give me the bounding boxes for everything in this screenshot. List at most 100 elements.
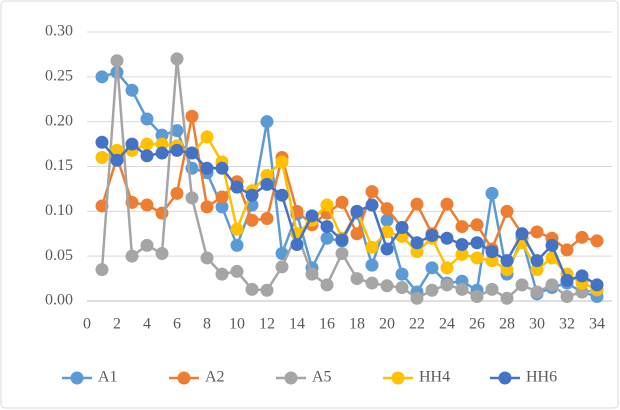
legend-swatch-marker: [70, 371, 84, 385]
legend-swatch-marker: [284, 371, 298, 385]
data-point: [500, 263, 514, 277]
y-tick-label: 0.30: [45, 23, 73, 40]
x-tick-label: 30: [529, 316, 545, 333]
x-tick-label: 22: [409, 316, 425, 333]
y-tick-label: 0.25: [45, 68, 73, 85]
data-point: [110, 54, 124, 68]
data-point: [455, 220, 469, 234]
data-point: [590, 278, 604, 292]
x-tick-label: 8: [203, 316, 211, 333]
x-tick-label: 18: [349, 316, 365, 333]
data-point: [275, 155, 289, 169]
data-point: [215, 190, 229, 204]
data-point: [500, 254, 514, 268]
data-point: [230, 180, 244, 194]
data-point: [410, 291, 424, 305]
data-point: [155, 137, 169, 151]
data-point: [485, 254, 499, 268]
data-point: [170, 143, 184, 157]
data-point: [335, 246, 349, 260]
data-point: [95, 135, 109, 149]
legend-label: A5: [312, 369, 332, 386]
data-point: [440, 231, 454, 245]
data-point: [170, 52, 184, 66]
data-point: [395, 220, 409, 234]
data-point: [290, 238, 304, 252]
data-point: [365, 258, 379, 272]
data-point: [140, 198, 154, 212]
data-point: [200, 251, 214, 265]
x-tick-label: 34: [589, 316, 605, 333]
data-point: [380, 213, 394, 227]
data-point: [530, 285, 544, 299]
data-point: [350, 227, 364, 241]
data-point: [575, 269, 589, 283]
data-point: [260, 177, 274, 191]
data-point: [455, 238, 469, 252]
data-point: [140, 149, 154, 163]
data-point: [530, 254, 544, 268]
data-point: [470, 251, 484, 265]
data-point: [335, 233, 349, 247]
x-tick-label: 14: [289, 316, 305, 333]
data-point: [485, 282, 499, 296]
data-point: [155, 246, 169, 260]
data-point: [560, 290, 574, 304]
x-tick-label: 20: [379, 316, 395, 333]
data-point: [500, 204, 514, 218]
data-point: [575, 230, 589, 244]
y-tick-label: 0.00: [45, 292, 73, 309]
legend-label: HH6: [526, 369, 557, 386]
data-point: [170, 124, 184, 138]
data-point: [185, 191, 199, 205]
data-point: [380, 279, 394, 293]
y-tick-label: 0.05: [45, 247, 73, 264]
x-tick-label: 2: [113, 316, 121, 333]
data-point: [320, 278, 334, 292]
data-point: [215, 200, 229, 214]
data-point: [335, 195, 349, 209]
data-point: [410, 197, 424, 211]
data-point: [590, 234, 604, 248]
x-tick-label: 12: [259, 316, 275, 333]
data-point: [215, 161, 229, 175]
x-tick-label: 16: [319, 316, 335, 333]
y-tick-label: 0.15: [45, 157, 73, 174]
y-tick-label: 0.20: [45, 112, 73, 129]
data-point: [470, 236, 484, 250]
x-tick-label: 4: [143, 316, 151, 333]
legend-swatch-marker: [177, 371, 191, 385]
data-point: [140, 112, 154, 126]
data-point: [215, 267, 229, 281]
data-point: [560, 273, 574, 287]
data-point: [245, 282, 259, 296]
data-point: [410, 236, 424, 250]
data-point: [380, 242, 394, 256]
data-point: [440, 261, 454, 275]
data-point: [455, 282, 469, 296]
data-point: [395, 267, 409, 281]
data-point: [365, 276, 379, 290]
data-point: [395, 281, 409, 295]
data-point: [545, 238, 559, 252]
x-tick-label: 6: [173, 316, 181, 333]
series-line: [100, 58, 598, 300]
data-point: [110, 143, 124, 157]
data-point: [530, 225, 544, 239]
legend-label: A2: [205, 369, 225, 386]
data-point: [305, 209, 319, 223]
data-point: [575, 285, 589, 299]
data-point: [170, 186, 184, 200]
data-point: [515, 278, 529, 292]
data-point: [515, 227, 529, 241]
data-point: [410, 245, 424, 259]
data-point: [230, 238, 244, 252]
data-point: [425, 283, 439, 297]
data-point: [200, 200, 214, 214]
series-line: [101, 141, 598, 286]
data-point: [140, 238, 154, 252]
data-point: [245, 213, 259, 227]
data-point: [140, 137, 154, 151]
data-point: [440, 197, 454, 211]
data-point: [200, 130, 214, 144]
